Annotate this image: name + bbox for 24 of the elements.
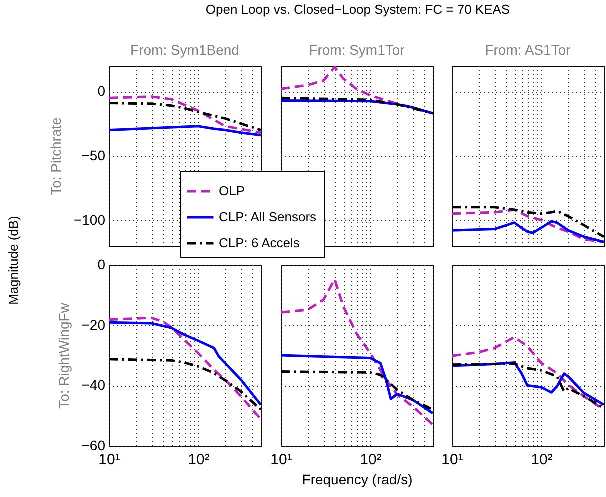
y-tick-label: −40 [82, 377, 106, 394]
y-tick-label: −50 [82, 148, 106, 164]
y-tick-label: 0 [98, 256, 106, 272]
x-axis-title: Frequency (rad/s) [302, 472, 413, 488]
x-tick-label: 10¹ [442, 452, 464, 468]
y-tick-label: −60 [82, 438, 106, 454]
x-tick-label: 10² [531, 452, 553, 468]
x-tick-label: 10² [360, 452, 382, 468]
chart-subtitle: From: AS1Tor [485, 42, 572, 58]
chart-subtitle: From: Sym1Tor [309, 42, 406, 58]
y-axis-title: To: RightWingFw [56, 302, 72, 409]
x-tick-label: 10¹ [98, 452, 120, 468]
legend-label: CLP: 6 Accels [219, 236, 300, 250]
y-tick-label: 0 [98, 83, 106, 100]
text: Magnitude (dB) [6, 216, 21, 305]
legend-label: OLP [219, 184, 246, 198]
y-tick-label: −100 [74, 212, 106, 228]
text: Open Loop vs. Closed−Loop System: FC = 70 KEAS [204, 2, 512, 17]
x-tick-label: 10¹ [270, 452, 292, 468]
legend-label: CLP: All Sensors [219, 210, 318, 224]
chart-subtitle: From: Sym1Bend [130, 42, 240, 58]
y-tick-label: −20 [82, 316, 106, 333]
y-axis-title: To: Pitchrate [48, 117, 64, 196]
x-tick-label: 10² [188, 452, 210, 468]
